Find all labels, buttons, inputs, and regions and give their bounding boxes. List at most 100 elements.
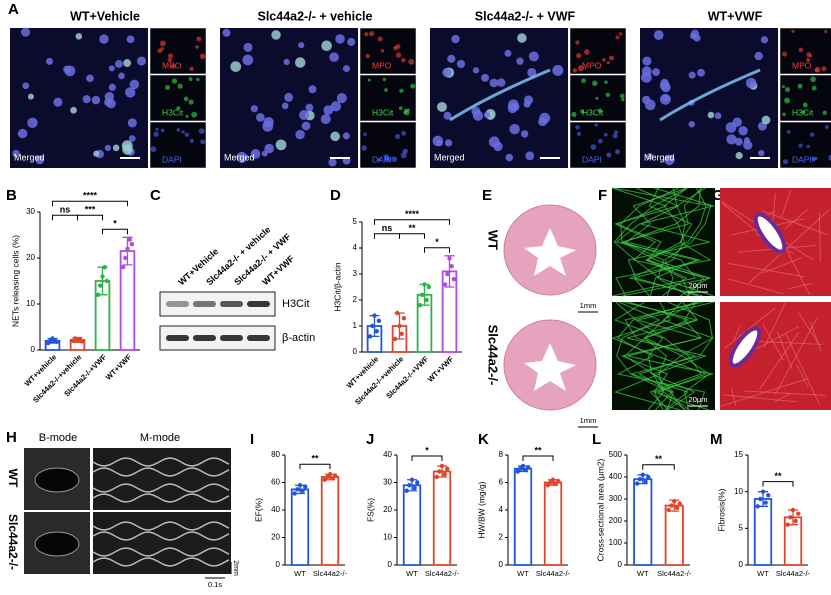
- cell: [127, 118, 137, 128]
- x-tick-label: Slc44a2-/-: [425, 569, 460, 578]
- cell: [597, 138, 603, 144]
- significance-label: *: [435, 237, 439, 247]
- cell: [188, 99, 194, 105]
- cell: [782, 112, 786, 117]
- group-title: Slc44a2-/- + VWF: [475, 9, 576, 23]
- wall-trace: [92, 493, 230, 503]
- y-tick-label: 6: [499, 478, 504, 487]
- cell: [382, 77, 387, 82]
- scale-label: 2mm: [232, 560, 239, 576]
- data-point: [442, 282, 448, 287]
- data-point: [54, 339, 60, 344]
- cell: [517, 33, 527, 43]
- cell: [191, 111, 198, 118]
- significance-label: **: [774, 471, 782, 481]
- y-tick-label: 0: [739, 560, 744, 569]
- cell: [590, 144, 597, 150]
- data-point: [395, 310, 400, 316]
- fiber: [818, 212, 821, 263]
- cell: [811, 85, 817, 91]
- membrane: [615, 301, 702, 411]
- data-point: [292, 491, 297, 496]
- significance-bracket: [399, 233, 425, 239]
- blot-band: [220, 301, 243, 307]
- cell: [659, 80, 670, 91]
- ventricle: [34, 467, 80, 493]
- data-point: [104, 278, 110, 284]
- cell: [784, 97, 790, 104]
- x-tick-label: WT: [517, 569, 529, 578]
- cell: [184, 132, 189, 137]
- y-axis-label: FS(%): [365, 498, 375, 522]
- error-bar: [122, 236, 133, 266]
- cell: [571, 111, 577, 118]
- significance-label: **: [311, 454, 319, 464]
- merged-label: Merged: [14, 152, 45, 162]
- y-tick-label: 0: [618, 560, 623, 569]
- data-point: [445, 466, 450, 471]
- significance-bracket: [374, 219, 450, 225]
- cell: [575, 125, 580, 130]
- cell: [82, 95, 91, 104]
- significance-bracket: [77, 214, 103, 221]
- cell: [21, 27, 31, 37]
- cell: [614, 130, 619, 135]
- fiber: [785, 333, 821, 406]
- y-tick-label: 0: [31, 345, 36, 354]
- net-strand: [659, 68, 761, 122]
- data-point: [445, 271, 450, 277]
- membrane: [623, 301, 708, 411]
- data-point: [412, 485, 417, 491]
- data-point: [763, 500, 768, 505]
- x-tick-label: WT: [757, 569, 769, 578]
- panel-letter: M: [710, 431, 723, 448]
- data-point: [760, 489, 766, 494]
- channel-image: [779, 121, 831, 169]
- data-point: [766, 493, 771, 498]
- data-point: [646, 474, 651, 480]
- cell: [365, 53, 370, 59]
- cell: [150, 146, 157, 153]
- lumen: [524, 228, 576, 276]
- channel-label: MPO: [582, 60, 602, 70]
- significance-bracket: [299, 463, 331, 470]
- panel-letter: J: [366, 431, 374, 448]
- fiber: [753, 326, 799, 351]
- x-tick-label: WT: [637, 569, 649, 578]
- cell: [603, 132, 608, 137]
- cell: [136, 56, 147, 66]
- significance-label: ns: [382, 223, 393, 233]
- data-point: [330, 476, 335, 481]
- y-axis-label: Fibrosis(%): [716, 488, 726, 531]
- cell: [104, 91, 115, 102]
- cell: [738, 126, 748, 136]
- cell: [810, 76, 816, 83]
- cell: [189, 66, 194, 72]
- row-label: Slc44a2-/-: [6, 514, 20, 570]
- cell: [726, 134, 737, 145]
- y-tick-label: 4: [499, 505, 504, 514]
- panel-letter: C: [150, 187, 161, 204]
- wall-trace: [92, 467, 230, 477]
- cell: [828, 154, 831, 161]
- significance-bracket: [102, 228, 128, 235]
- y-axis-label: Cross-sectional area (μm2): [595, 458, 605, 561]
- cell: [171, 78, 178, 84]
- fiber: [733, 325, 741, 340]
- cell: [364, 32, 369, 37]
- cell: [791, 29, 795, 33]
- bar: [513, 467, 533, 566]
- membrane: [615, 187, 716, 297]
- y-axis-label: EF(%): [253, 498, 263, 522]
- fiber: [763, 301, 786, 349]
- bar: [753, 498, 773, 566]
- cell: [584, 49, 590, 55]
- y-axis-label: NETs releasing cells (%): [10, 235, 20, 327]
- cell: [725, 122, 737, 133]
- cell: [255, 112, 265, 122]
- cell: [745, 77, 757, 89]
- data-point: [327, 472, 333, 477]
- cell: [714, 112, 722, 120]
- data-point: [401, 316, 407, 321]
